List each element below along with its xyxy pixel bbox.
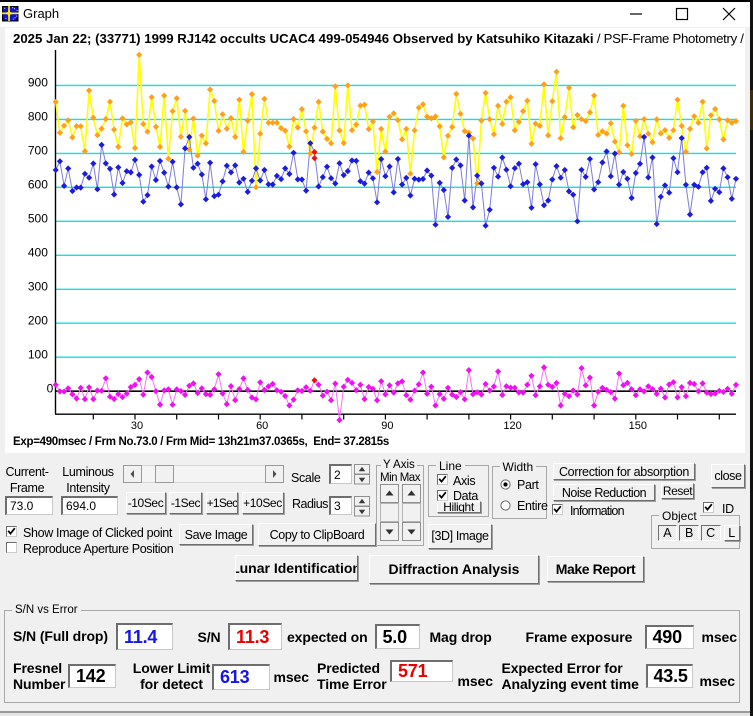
svg-text:300: 300: [28, 280, 48, 294]
svg-text:600: 600: [28, 178, 48, 192]
svg-text:150: 150: [629, 420, 647, 432]
svg-text:30: 30: [131, 420, 143, 432]
svg-text:800: 800: [28, 110, 48, 124]
svg-text:120: 120: [503, 420, 521, 432]
svg-text:900: 900: [28, 76, 48, 90]
svg-text:500: 500: [28, 212, 48, 226]
svg-text:0: 0: [47, 382, 54, 396]
svg-text:400: 400: [28, 246, 48, 260]
svg-text:60: 60: [256, 420, 268, 432]
svg-text:700: 700: [28, 144, 48, 158]
svg-text:100: 100: [28, 348, 48, 362]
svg-text:200: 200: [28, 314, 48, 328]
svg-text:90: 90: [381, 420, 393, 432]
